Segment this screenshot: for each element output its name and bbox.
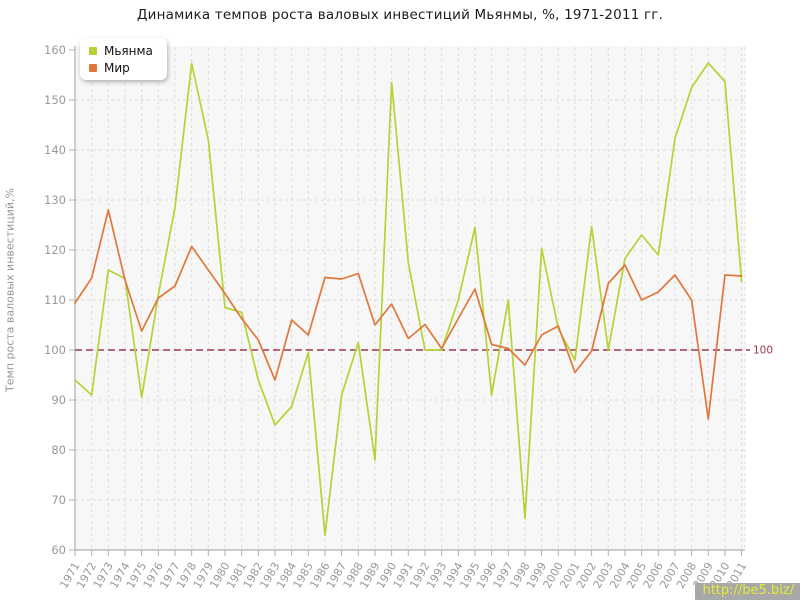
y-tick-label: 80 (51, 443, 66, 457)
legend-item-myanmar[interactable]: Мьянма (89, 42, 153, 59)
legend-label-myanmar: Мьянма (104, 43, 153, 58)
legend-swatch-myanmar-icon (89, 46, 97, 55)
watermark-link[interactable]: http://be5.biz/ (695, 583, 800, 600)
legend-swatch-world-icon (89, 63, 97, 72)
axes (74, 46, 745, 551)
y-tick-label: 60 (51, 543, 66, 557)
y-tick-label: 150 (44, 93, 66, 107)
legend-label-world: Мир (104, 60, 130, 75)
chart-title: Динамика темпов роста валовых инвестиций… (136, 7, 664, 23)
threshold-label: 100 (753, 345, 773, 357)
y-tick-label: 90 (51, 393, 66, 407)
series-line-0 (74, 62, 743, 536)
horizontal-gridlines (75, 99, 745, 501)
y-axis-title: Темп роста валовых инвестиций,% (3, 188, 17, 392)
y-tick-label: 130 (44, 193, 66, 207)
y-tick-label: 110 (44, 293, 66, 307)
y-tick-label: 70 (51, 493, 66, 507)
y-tick-label: 140 (44, 143, 66, 157)
y-tick-label: 160 (44, 43, 66, 57)
legend: Мьянма Мир (80, 38, 167, 80)
threshold-line-100: 100 (75, 345, 773, 357)
y-tick-label: 120 (44, 243, 66, 257)
x-axis-ticks: 1971197219731974197519761977197819791980… (57, 550, 749, 591)
plot-background (75, 46, 745, 550)
legend-item-world[interactable]: Мир (89, 59, 153, 76)
y-axis-ticks: 60 70 80 90 100 110 120 130 140 150 160 (44, 43, 75, 557)
series-line-1 (74, 209, 743, 420)
y-tick-label: 100 (44, 343, 66, 357)
